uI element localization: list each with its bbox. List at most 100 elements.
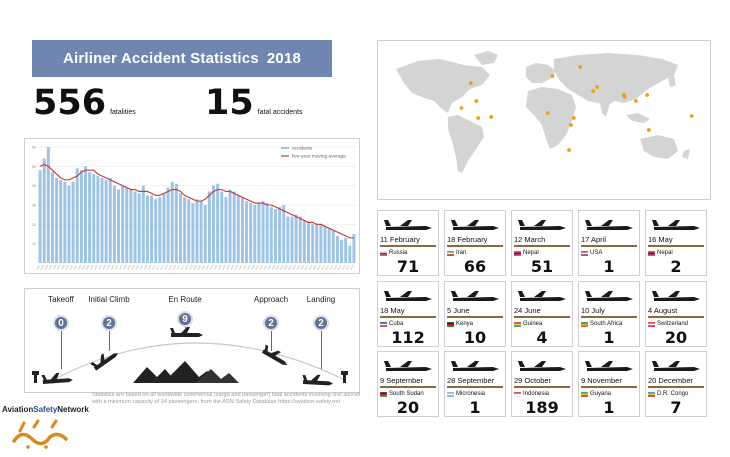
card-divider <box>447 386 503 388</box>
accident-bar <box>323 226 327 263</box>
x-tick-label: 1959 <box>106 264 112 271</box>
x-tick-label: 1966 <box>135 264 141 271</box>
chart-svg: 10 20 30 40 50 60 1942194319441945194619471948… <box>32 146 356 271</box>
aircraft-silhouette-icon <box>451 220 499 230</box>
accident-date: 9 September <box>380 376 423 385</box>
card-divider <box>514 245 570 247</box>
accident-location-marker <box>645 93 649 97</box>
accident-bar <box>199 201 203 263</box>
accident-location-marker <box>550 74 555 78</box>
accident-bar <box>236 195 240 263</box>
phase-climb-line <box>109 323 110 351</box>
accident-fatalities: 51 <box>530 257 554 276</box>
map-landmass <box>396 59 490 113</box>
accident-bar <box>137 193 141 263</box>
plane-enroute-icon <box>170 327 203 337</box>
accident-bar <box>42 158 46 263</box>
x-tick-label: 1978 <box>184 264 190 271</box>
accident-fatalities: 1 <box>603 257 615 276</box>
map-landmass <box>626 113 650 123</box>
accident-date: 4 August <box>648 306 678 315</box>
accident-country: Switzerland <box>657 321 689 327</box>
plane-approach-icon <box>262 344 288 365</box>
accident-bar <box>191 203 195 263</box>
accident-country: Kenya <box>456 321 474 327</box>
x-tick-label: 1963 <box>122 264 128 271</box>
map-landmass <box>526 63 556 83</box>
accident-bar <box>278 206 282 263</box>
accident-bar <box>212 185 216 263</box>
phase-takeoff-line <box>61 323 62 369</box>
accident-fatalities: 20 <box>664 328 688 347</box>
accident-location-marker <box>474 99 479 103</box>
accident-bar <box>286 216 290 263</box>
x-tick-label: 1969 <box>147 264 153 271</box>
accident-date: 17 April <box>581 235 607 244</box>
x-tick-label: 1975 <box>172 264 178 271</box>
accident-fatalities: 1 <box>603 328 615 347</box>
aircraft-silhouette-icon <box>451 291 499 301</box>
x-tick-label: 1960 <box>110 264 116 271</box>
flight-path-arc <box>54 342 344 380</box>
x-tick-label: 1996 <box>259 264 265 271</box>
accident-bar <box>121 185 125 263</box>
x-tick-label: 1961 <box>114 264 120 271</box>
control-tower-right-icon <box>341 371 348 383</box>
country-flag-icon <box>648 250 655 256</box>
accident-location: Nepal <box>514 250 539 256</box>
aircraft-silhouette-icon <box>451 361 499 371</box>
accident-card: 4 August Switzerland 20 <box>645 281 707 347</box>
stat-fatalities: 556 fatalities <box>33 86 136 121</box>
accident-bar <box>55 177 59 263</box>
accident-location: Cuba <box>380 321 403 327</box>
accident-bar <box>257 203 261 263</box>
stat-fatalities-label: fatalities <box>110 109 136 116</box>
world-map <box>396 51 694 173</box>
x-tick-label: 1970 <box>151 264 157 271</box>
accident-location-marker <box>567 148 571 152</box>
accident-location: D.R. Congo <box>648 391 688 397</box>
accident-location: South Sudan <box>380 391 424 397</box>
accident-bar <box>298 216 302 263</box>
map-landmass <box>668 75 676 87</box>
accident-card: 11 February Russia 71 <box>377 210 439 276</box>
accident-date: 12 March <box>514 235 546 244</box>
country-flag-icon <box>514 391 521 397</box>
country-flag-icon <box>514 321 521 327</box>
accident-country: Micronesia <box>456 391 486 397</box>
accident-bar <box>282 205 286 263</box>
control-tower-left-icon <box>32 371 39 383</box>
accident-bar <box>261 201 265 263</box>
accident-date: 18 May <box>380 306 405 315</box>
accident-location: Nepal <box>648 250 673 256</box>
accident-bar <box>150 195 154 263</box>
accident-country: South Africa <box>590 321 623 327</box>
accident-card: 28 September Micronesia 1 <box>444 351 506 417</box>
accident-bar <box>67 185 71 263</box>
accident-bar <box>112 185 116 263</box>
x-tick-label: 1957 <box>98 264 104 271</box>
x-tick-label: 1965 <box>131 264 137 271</box>
accident-bar <box>224 197 228 263</box>
accident-bar <box>294 214 298 263</box>
accident-bar <box>96 176 100 263</box>
plane-takeoff-icon <box>41 372 73 384</box>
accident-fatalities: 71 <box>396 257 420 276</box>
x-tick-label: 1987 <box>222 264 228 271</box>
accident-date: 9 November <box>581 376 622 385</box>
x-tick-label: 1991 <box>238 264 244 271</box>
accident-bar <box>187 199 191 263</box>
accident-bar <box>253 205 257 263</box>
plane-landing-icon <box>302 374 334 386</box>
accident-card: 20 December D.R. Congo 7 <box>645 351 707 417</box>
y-tick-label: 10 <box>32 242 36 246</box>
card-divider <box>648 245 704 247</box>
accident-bar <box>315 224 319 263</box>
accident-card: 5 June Kenya 10 <box>444 281 506 347</box>
accident-bar <box>232 191 236 263</box>
phase-enroute-count: 9 <box>177 311 193 327</box>
x-tick-label: 1981 <box>197 264 203 271</box>
map-landmass <box>682 149 690 159</box>
y-tick-label: 40 <box>32 184 36 188</box>
x-tick-label: 2018 <box>350 264 356 271</box>
